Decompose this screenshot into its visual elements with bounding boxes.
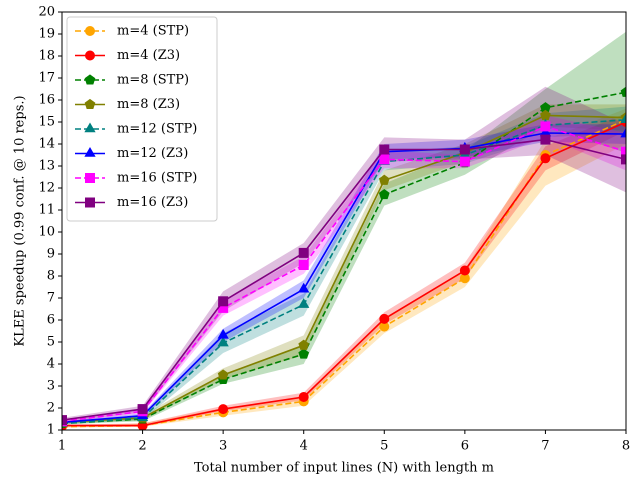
legend-label: m=12 (STP): [117, 122, 197, 137]
y-tick-label: 14: [38, 137, 55, 152]
marker: [621, 154, 626, 165]
marker: [298, 247, 309, 258]
marker: [84, 146, 96, 157]
legend-label: m=16 (STP): [117, 171, 197, 186]
marker: [620, 113, 626, 124]
x-tick-label: 2: [138, 439, 146, 454]
marker: [298, 260, 309, 270]
marker: [84, 98, 96, 110]
legend-label: m=4 (STP): [117, 24, 189, 39]
legend-label: m=8 (Z3): [117, 97, 180, 112]
series-line: [62, 125, 626, 422]
y-tick-label: 17: [38, 71, 55, 86]
y-tick-label: 8: [47, 269, 55, 284]
confidence-band: [62, 86, 626, 423]
legend-label: m=8 (STP): [117, 73, 189, 88]
marker: [85, 50, 95, 61]
x-tick-label: 3: [219, 439, 227, 454]
marker: [459, 156, 470, 167]
marker: [217, 328, 229, 339]
marker: [85, 197, 95, 208]
marker: [540, 121, 551, 132]
y-tick-label: 9: [47, 247, 55, 262]
x-tick-label: 1: [58, 439, 66, 454]
legend-label: m=12 (Z3): [117, 146, 188, 161]
marker: [85, 173, 95, 183]
marker: [459, 265, 470, 276]
y-axis-label: KLEE speedup (0.99 conf. @ 10 reps.): [13, 95, 28, 346]
y-tick-label: 16: [38, 93, 55, 108]
series-line: [62, 138, 626, 421]
marker: [379, 154, 390, 165]
y-tick-label: 3: [47, 379, 55, 394]
marker: [298, 339, 310, 350]
plot-area: [62, 31, 626, 430]
marker: [85, 26, 95, 36]
marker: [621, 146, 626, 157]
y-tick-label: 1: [47, 423, 55, 438]
x-tick-label: 6: [461, 439, 469, 454]
legend-box: [66, 16, 218, 222]
y-tick-label: 6: [47, 313, 55, 328]
marker: [84, 122, 96, 133]
series-line: [62, 91, 626, 425]
legend-label: m=16 (Z3): [117, 195, 188, 210]
series-line: [62, 121, 626, 427]
series-line: [62, 119, 626, 425]
series-line: [62, 132, 626, 424]
x-tick-label: 5: [380, 439, 388, 454]
y-tick-label: 7: [47, 291, 55, 306]
marker: [298, 392, 309, 402]
marker: [459, 144, 470, 155]
series-line: [62, 114, 626, 424]
marker: [298, 298, 310, 308]
x-tick-label: 4: [300, 439, 308, 454]
marker: [62, 415, 67, 426]
marker: [379, 144, 390, 155]
marker: [620, 86, 626, 97]
legend: m=4 (STP) m=4 (Z3) m=8 (STP) m=8 (Z3) m=12 (…: [66, 16, 218, 222]
y-tick-label: 13: [38, 159, 55, 174]
marker: [540, 153, 551, 164]
x-tick-label: 8: [622, 439, 630, 454]
marker: [217, 369, 229, 380]
y-tick-label: 19: [38, 27, 55, 42]
marker: [217, 336, 229, 347]
plot-frame: [61, 11, 627, 431]
y-tick-label: 20: [38, 5, 55, 20]
marker: [378, 188, 390, 200]
marker: [218, 404, 229, 415]
x-tick-label: 7: [541, 439, 549, 454]
y-tick-label: 15: [38, 115, 55, 130]
marker: [620, 127, 626, 138]
y-tick-label: 11: [38, 203, 55, 218]
x-axis-label: Total number of input lines (N) with len…: [194, 461, 494, 476]
y-tick-label: 10: [38, 225, 55, 240]
marker: [298, 282, 310, 293]
y-tick-label: 4: [47, 357, 55, 372]
legend-label: m=4 (Z3): [117, 48, 180, 63]
y-tick-label: 12: [38, 181, 55, 196]
y-tick-label: 18: [38, 49, 55, 64]
marker: [84, 74, 96, 85]
y-tick-label: 5: [47, 335, 55, 350]
marker: [378, 174, 390, 185]
y-tick-label: 2: [47, 401, 55, 416]
marker: [137, 404, 148, 415]
marker: [540, 134, 551, 145]
marker: [298, 348, 310, 359]
marker: [218, 296, 229, 307]
marker: [379, 313, 390, 324]
